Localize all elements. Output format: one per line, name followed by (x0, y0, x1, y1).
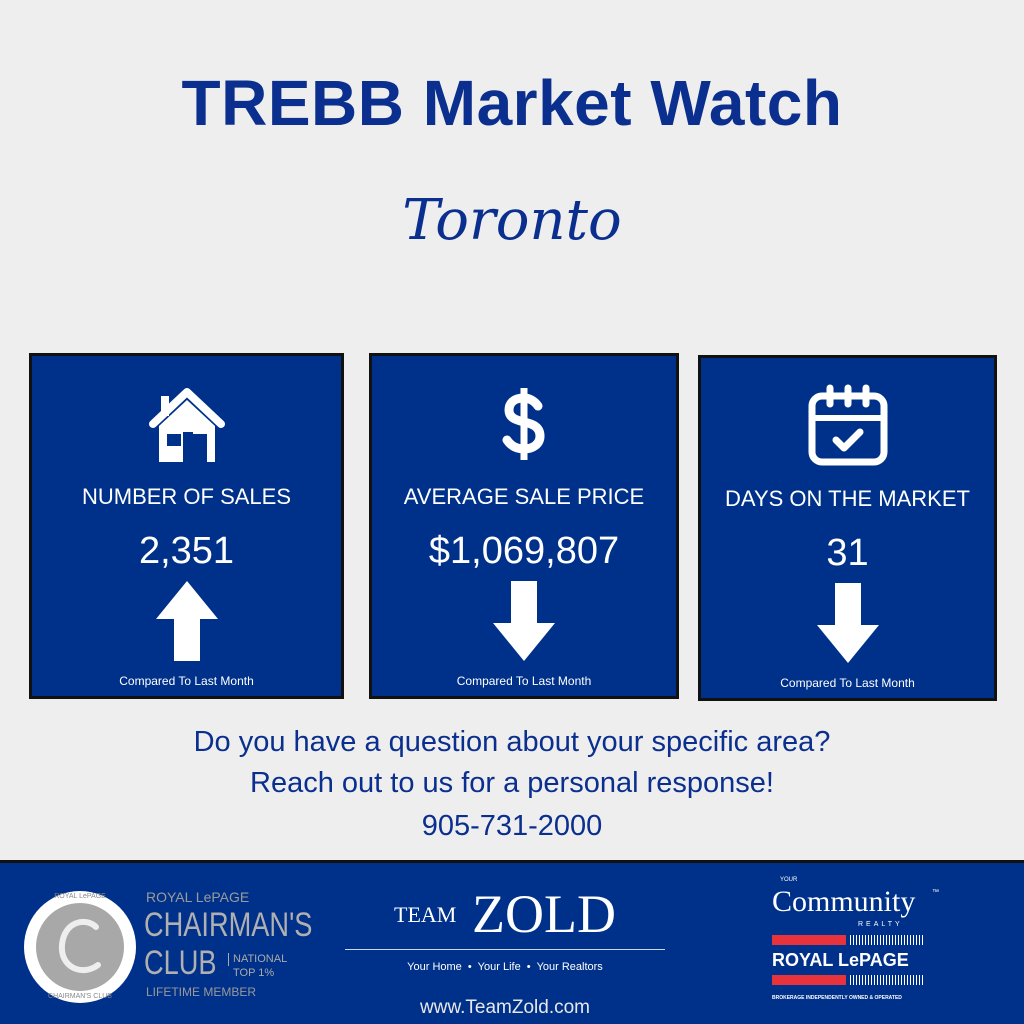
royal-lepage-stripes-top (850, 935, 924, 945)
chairmans-badge-top: TOP 1% (233, 967, 275, 979)
team-zold-tagline: Your Home • Your Life • Your Realtors (407, 961, 603, 973)
arrow-up-icon (155, 581, 218, 661)
arrow-down-icon (816, 583, 879, 663)
arrow-down-icon (493, 581, 555, 661)
logo-divider (345, 949, 665, 950)
your-community-logo: Community (772, 885, 916, 918)
calendar-check-icon (808, 384, 887, 466)
city-subtitle: Toronto (402, 188, 622, 253)
phone-number[interactable]: 905-731-2000 (421, 810, 603, 842)
chairmans-badge-national: NATIONAL (228, 953, 287, 966)
house-icon (148, 388, 225, 462)
trademark: ™ (932, 889, 939, 896)
card-compare-note: Compared To Last Month (780, 676, 915, 690)
page-title: TREBB Market Watch (181, 67, 843, 139)
royal-lepage-bar-bottom (772, 975, 846, 985)
chairmans-line3: CLUB (144, 944, 217, 982)
royal-lepage-stripes-bottom (850, 975, 924, 985)
seal-bottom-text: CHAIRMAN'S CLUB (48, 993, 112, 1000)
card-days-on-market: DAYS ON THE MARKET 31 Compared To Last M… (698, 355, 997, 701)
cta-reach-out: Reach out to us for a personal response! (250, 767, 774, 799)
chairmans-club-seal: ROYAL LePAGE CHAIRMAN'S CLUB (24, 891, 136, 1003)
realty-text: REALTY (858, 921, 903, 928)
card-compare-note: Compared To Last Month (456, 674, 592, 688)
your-community-logo-your: YOUR (780, 877, 798, 883)
team-zold-logo-zold: ZOLD (472, 884, 616, 944)
royal-lepage-bar-top (772, 935, 846, 945)
card-compare-note: Compared To Last Month (119, 674, 254, 688)
card-label: DAYS ON THE MARKET (725, 486, 970, 511)
website-link[interactable]: www.TeamZold.com (420, 997, 590, 1018)
card-number-of-sales: NUMBER OF SALES 2,351 Compared To Last M… (29, 353, 344, 699)
seal-top-text: ROYAL LePAGE (54, 893, 106, 900)
chairmans-lifetime: LIFETIME MEMBER (146, 985, 257, 999)
team-zold-logo-team: TEAM (394, 902, 457, 927)
card-label: NUMBER OF SALES (81, 484, 292, 509)
brokerage-fine-print: BROKERAGE INDEPENDENTLY OWNED & OPERATED (772, 995, 902, 1001)
seal-c-emblem-icon (58, 918, 101, 974)
card-value: $1,069,807 (428, 530, 620, 572)
dollar-icon (502, 388, 545, 460)
chairmans-line1: ROYAL LePAGE (146, 889, 250, 905)
card-average-sale-price: AVERAGE SALE PRICE $1,069,807 Compared T… (369, 353, 679, 699)
royal-lepage-logo: ROYAL LePAGE (772, 950, 909, 970)
card-value: 2,351 (138, 530, 235, 572)
card-value: 31 (826, 532, 869, 574)
chairmans-line2: CHAIRMAN'S (144, 906, 313, 944)
cta-question: Do you have a question about your specif… (193, 726, 831, 758)
card-label: AVERAGE SALE PRICE (403, 484, 645, 509)
footer: ROYAL LePAGE CHAIRMAN'S CLUB ROYAL LePAG… (0, 860, 1024, 1024)
